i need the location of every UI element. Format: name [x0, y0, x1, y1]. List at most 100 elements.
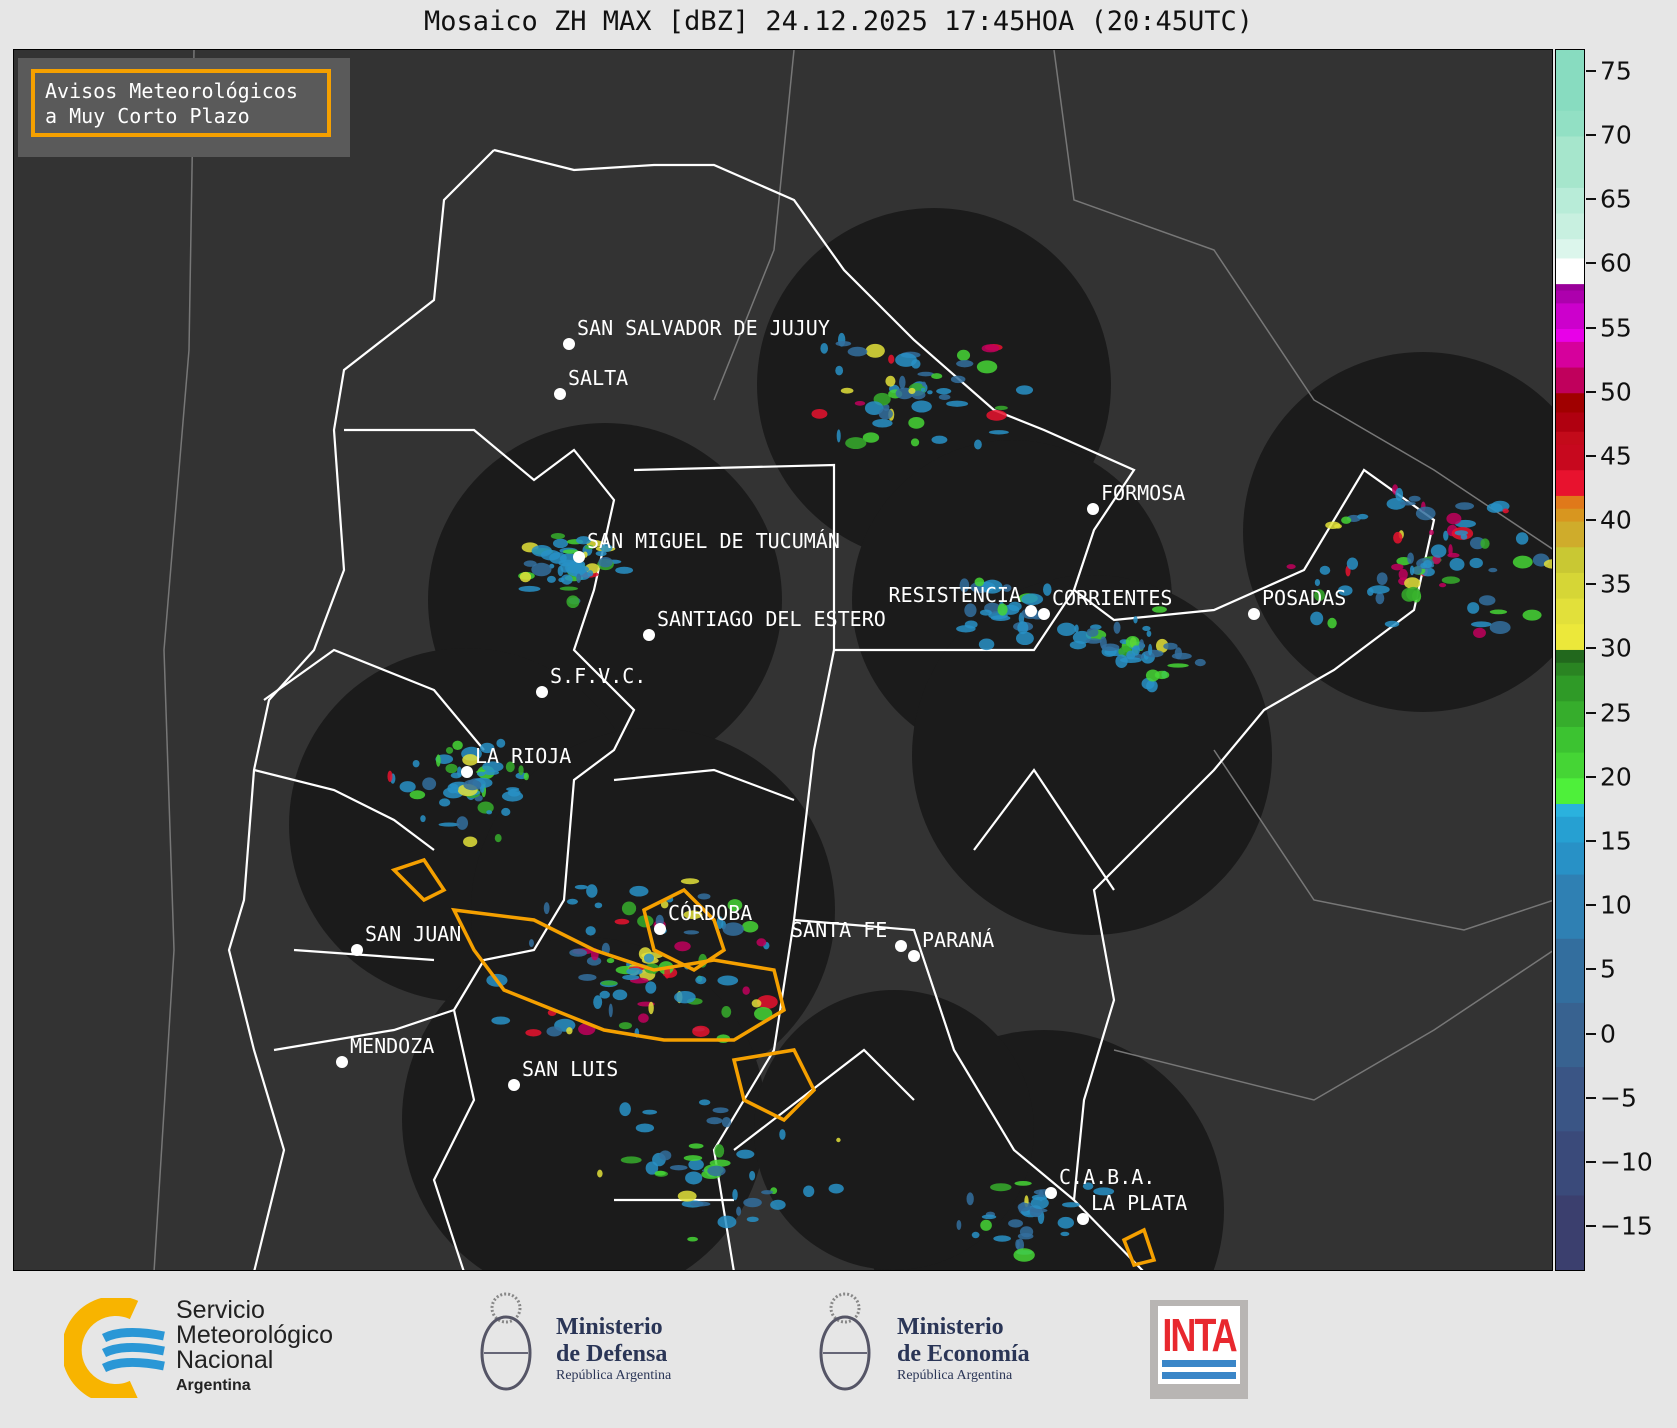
colorbar-tick: [1586, 519, 1596, 522]
radar-echo: [688, 1158, 704, 1171]
ministerio-defensa-logo: Ministerio de Defensa República Argentin…: [476, 1288, 706, 1406]
radar-echo: [638, 1013, 649, 1023]
radar-echo: [899, 375, 906, 389]
radar-echo: [938, 394, 951, 401]
radar-echo: [690, 1201, 711, 1207]
radar-echo: [1467, 602, 1480, 614]
city-marker[interactable]: [654, 923, 666, 935]
radar-echo: [452, 740, 463, 750]
city-label: SALTA: [568, 366, 629, 390]
radar-echo: [578, 974, 597, 981]
colorbar-segment: [1556, 283, 1584, 291]
colorbar-tick: [1586, 69, 1596, 72]
city-marker[interactable]: [554, 388, 566, 400]
radar-echo: [1404, 577, 1421, 589]
colorbar-segment: [1556, 431, 1584, 445]
radar-echo: [1086, 627, 1099, 637]
city-label: FORMOSA: [1101, 481, 1186, 505]
colorbar-tick: [1586, 390, 1596, 393]
radar-echo: [749, 1170, 756, 1181]
radar-echo: [1489, 621, 1511, 634]
city-marker[interactable]: [573, 551, 585, 563]
radar-echo: [736, 1206, 742, 1216]
colorbar-segment: [1556, 110, 1584, 137]
radar-echo: [463, 836, 478, 847]
radar-echo: [1460, 534, 1468, 540]
city-label: CÓRDOBA: [668, 901, 753, 925]
radar-echo: [566, 595, 580, 609]
radar-echo: [742, 986, 750, 995]
radar-echo: [721, 1116, 732, 1128]
city-marker[interactable]: [895, 940, 907, 952]
radar-echo: [1163, 642, 1178, 650]
radar-echo: [480, 742, 495, 754]
city-marker[interactable]: [1077, 1213, 1089, 1225]
radar-echo: [482, 761, 504, 773]
colorbar-segment: [1556, 726, 1584, 753]
city-marker[interactable]: [563, 338, 575, 350]
city-label: RESISTENCIA: [888, 583, 1021, 607]
radar-echo: [1473, 627, 1486, 639]
radar-echo: [1015, 1239, 1020, 1250]
city-marker[interactable]: [461, 766, 473, 778]
radar-echo: [519, 571, 532, 583]
radar-echo: [620, 1156, 642, 1164]
city-marker[interactable]: [908, 950, 920, 962]
radar-echo: [1407, 552, 1414, 564]
radar-echo: [1384, 620, 1400, 628]
colorbar-tick: [1586, 647, 1596, 650]
colorbar-segment: [1556, 341, 1584, 368]
radar-echo: [531, 545, 552, 557]
radar-echo: [754, 1007, 773, 1021]
colorbar-tick: [1586, 839, 1596, 842]
radar-echo: [1017, 621, 1029, 635]
city-marker[interactable]: [643, 629, 655, 641]
colorbar: [1555, 49, 1585, 1271]
city-marker[interactable]: [1038, 608, 1050, 620]
radar-echo: [981, 344, 1000, 353]
radar-echo: [1171, 652, 1192, 660]
radar-echo: [608, 1003, 613, 1018]
radar-map[interactable]: Avisos Meteorológicos a Muy Corto Plazo …: [13, 49, 1553, 1271]
radar-echo: [1449, 558, 1465, 571]
radar-echo: [1334, 523, 1342, 529]
city-marker[interactable]: [1087, 503, 1099, 515]
colorbar-tick-label: 10: [1600, 890, 1632, 920]
smn-logo: Servicio Meteorológico Nacional Argentin…: [64, 1298, 374, 1398]
city-marker[interactable]: [508, 1079, 520, 1091]
city-marker[interactable]: [1248, 608, 1260, 620]
radar-echo: [586, 884, 598, 898]
radar-echo: [936, 388, 952, 395]
radar-echo: [1021, 593, 1044, 606]
radar-echo: [1152, 606, 1167, 613]
city-label: LA RIOJA: [475, 744, 572, 768]
radar-echo: [629, 885, 649, 897]
radar-echo: [622, 974, 640, 981]
radar-echo: [695, 976, 707, 985]
radar-echo: [956, 360, 974, 368]
inta-logo: INTA: [1150, 1300, 1248, 1399]
city-label: MENDOZA: [350, 1034, 435, 1058]
city-marker[interactable]: [536, 686, 548, 698]
city-marker[interactable]: [351, 944, 363, 956]
warnings-legend-label[interactable]: Avisos Meteorológicos a Muy Corto Plazo: [31, 69, 331, 137]
radar-echo: [743, 1197, 762, 1208]
radar-echo: [1002, 584, 1012, 592]
city-marker[interactable]: [336, 1056, 348, 1068]
radar-echo: [445, 763, 458, 774]
colorbar-tick: [1586, 1032, 1596, 1035]
radar-echo: [1082, 1182, 1094, 1190]
radar-echo: [687, 1236, 698, 1242]
colorbar-tick: [1586, 775, 1596, 778]
city-marker[interactable]: [1025, 605, 1037, 617]
radar-echo: [908, 416, 925, 429]
radar-coverage-circles: [289, 208, 1552, 1270]
colorbar-tick: [1586, 1096, 1596, 1099]
radar-echo: [1469, 557, 1483, 569]
city-marker[interactable]: [1045, 1187, 1057, 1199]
ministerio-economia-logo: Ministerio de Economía República Argenti…: [815, 1288, 1060, 1406]
radar-echo: [1455, 502, 1475, 510]
city-label: LA PLATA: [1091, 1191, 1188, 1215]
radar-echo: [1142, 625, 1151, 632]
radar-echo: [543, 902, 550, 915]
